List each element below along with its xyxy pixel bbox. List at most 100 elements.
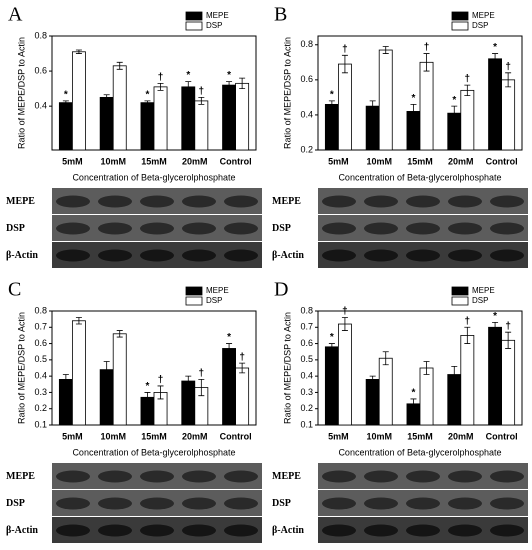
- significance-marker: *: [146, 381, 150, 392]
- blot-band: [490, 497, 524, 510]
- bar: [324, 104, 339, 151]
- legend-label: DSP: [206, 296, 222, 305]
- blot-band: [182, 222, 216, 235]
- blot-band: [140, 497, 174, 510]
- error-bar: [410, 398, 417, 410]
- blot-label: DSP: [272, 223, 291, 234]
- blot-band: [448, 497, 482, 510]
- error-bar: [464, 326, 471, 344]
- y-axis-label: Ratio of MEPE/DSP to Actin: [16, 37, 26, 149]
- legend-swatch: [185, 11, 203, 21]
- x-tick-label: Control: [486, 431, 518, 441]
- bar: [99, 96, 114, 151]
- error-bar: [423, 361, 430, 375]
- x-tick-label: 20mM: [182, 156, 208, 166]
- legend-label: DSP: [472, 21, 488, 30]
- y-tick-label: 0.6: [34, 338, 47, 348]
- significance-marker: †: [199, 86, 205, 97]
- x-tick-label: 5mM: [62, 156, 83, 166]
- blot-band: [364, 470, 398, 483]
- blot-label: β-Actin: [272, 250, 304, 261]
- legend-label: MEPE: [206, 286, 229, 295]
- blot-band: [364, 195, 398, 208]
- blot-band: [364, 249, 398, 262]
- x-tick-label: 20mM: [448, 156, 474, 166]
- blot-band: [98, 524, 132, 537]
- blot-band: [56, 524, 90, 537]
- x-tick-label: 15mM: [141, 431, 167, 441]
- y-tick-label: 0.4: [300, 371, 313, 381]
- bar: [419, 61, 434, 151]
- error-bar: [185, 375, 192, 387]
- y-tick-label: 0.6: [300, 338, 313, 348]
- bar: [153, 86, 168, 151]
- significance-marker: †: [465, 74, 471, 85]
- blot-band: [406, 524, 440, 537]
- error-bar: [157, 82, 164, 91]
- y-axis-label: Ratio of MEPE/DSP to Actin: [282, 37, 292, 149]
- significance-marker: *: [493, 42, 497, 53]
- significance-marker: *: [330, 90, 334, 101]
- significance-marker: †: [424, 42, 430, 53]
- y-tick-label: 0.4: [300, 109, 313, 119]
- legend-swatch: [185, 21, 203, 31]
- x-tick-label: Control: [220, 431, 252, 441]
- blot-band: [490, 249, 524, 262]
- y-tick-label: 0.5: [34, 354, 47, 364]
- blot-label: MEPE: [272, 471, 301, 482]
- significance-marker: †: [158, 72, 164, 83]
- blot-band: [98, 249, 132, 262]
- x-tick-label: Control: [486, 156, 518, 166]
- error-bar: [505, 331, 512, 349]
- error-bar: [144, 100, 151, 105]
- error-bar: [451, 105, 458, 121]
- blot-band: [322, 195, 356, 208]
- error-bar: [116, 61, 123, 70]
- y-tick-label: 0.4: [34, 101, 47, 111]
- error-bar: [185, 81, 192, 93]
- blot-band: [448, 524, 482, 537]
- bar: [112, 65, 127, 151]
- legend-label: MEPE: [206, 11, 229, 20]
- error-bar: [341, 317, 348, 331]
- panel: C 0.1 0.2 0.3 0.4 0.5 0.6 0.7 0.8 Ratio of MEPE/D…: [6, 279, 262, 543]
- y-tick-label: 0.8: [300, 39, 313, 49]
- error-bar: [464, 84, 471, 97]
- bar: [324, 346, 339, 426]
- x-tick-label: 20mM: [182, 431, 208, 441]
- error-bar: [505, 72, 512, 88]
- bar: [488, 326, 503, 426]
- x-axis-label: Concentration of Beta-glycerolphosphate: [338, 172, 501, 182]
- error-bar: [382, 46, 389, 54]
- blot-band: [140, 249, 174, 262]
- error-bar: [226, 343, 233, 354]
- error-bar: [157, 385, 164, 400]
- bar: [365, 379, 380, 426]
- error-bar: [198, 96, 205, 105]
- blot-label: β-Actin: [6, 250, 38, 261]
- error-bar: [239, 362, 246, 374]
- error-bar: [382, 351, 389, 366]
- blot-band: [406, 497, 440, 510]
- bar: [460, 89, 475, 151]
- significance-marker: †: [465, 316, 471, 327]
- legend-swatch: [451, 11, 469, 21]
- blot-band: [140, 470, 174, 483]
- y-tick-label: 0.3: [34, 387, 47, 397]
- significance-marker: †: [505, 61, 511, 72]
- error-bar: [423, 53, 430, 72]
- blot-band: [490, 470, 524, 483]
- error-bar: [62, 100, 69, 105]
- blot-band: [406, 195, 440, 208]
- panel: D 0.1 0.2 0.3 0.4 0.5 0.6 0.7 0.8 Ratio of MEPE/D…: [272, 279, 528, 543]
- y-tick-label: 0.2: [34, 403, 47, 413]
- error-bar: [103, 94, 110, 101]
- blot-band: [182, 249, 216, 262]
- x-tick-label: 5mM: [62, 431, 83, 441]
- blot-label: MEPE: [272, 196, 301, 207]
- error-bar: [75, 49, 82, 54]
- x-tick-label: 10mM: [100, 156, 126, 166]
- legend-swatch: [451, 296, 469, 306]
- x-tick-label: 5mM: [328, 156, 349, 166]
- blot-label: β-Actin: [6, 525, 38, 536]
